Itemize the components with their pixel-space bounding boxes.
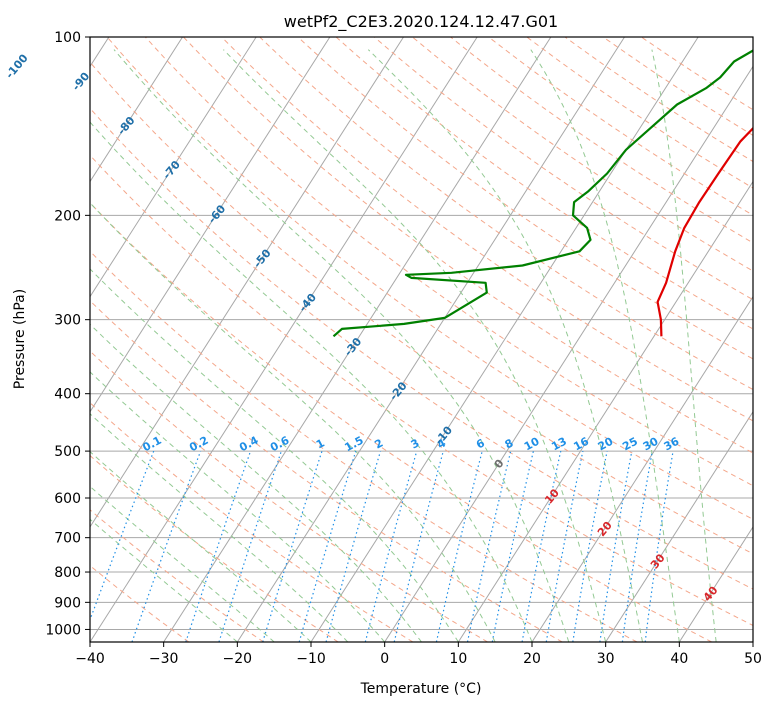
x-tick-label: −20 [223, 651, 253, 667]
mixing-ratio-label: 13 [549, 435, 569, 454]
x-tick-label: −30 [149, 651, 179, 667]
x-tick-label: 20 [523, 651, 541, 667]
y-tick-label: 400 [54, 387, 81, 403]
moist-adiabat-line [368, 50, 642, 642]
moist-adiabat-line [0, 50, 237, 642]
moist-adiabat-line [0, 50, 348, 642]
mixing-ratio-label: 30 [641, 435, 661, 454]
isotherm-line [0, 37, 330, 642]
isotherm-line [90, 37, 477, 642]
mixing-ratio-line [132, 451, 201, 642]
mixing-ratio-label: 2 [372, 436, 385, 451]
dry-adiabat-label: -100 [3, 51, 31, 81]
dry-adiabat-label: -10 [432, 423, 455, 447]
mixing-ratio-line [219, 451, 281, 642]
dry-adiabat-label: -30 [342, 335, 365, 359]
y-tick-label: 1000 [45, 622, 81, 638]
mixing-ratio-line [645, 451, 673, 642]
mixing-ratio-label: 10 [522, 435, 542, 454]
mixing-ratio-line [365, 451, 416, 642]
dry-adiabat-label: 30 [648, 551, 668, 571]
y-tick-label: 900 [54, 595, 81, 611]
x-tick-label: −40 [75, 651, 105, 667]
y-axis-title: Pressure (hPa) [12, 289, 28, 389]
dry-adiabat-line [107, 37, 775, 642]
isotherm-line [311, 37, 698, 642]
y-tick-label: 700 [54, 531, 81, 547]
mixing-ratio-line [573, 451, 607, 642]
x-tick-label: 0 [380, 651, 389, 667]
dry-adiabat-label: -60 [206, 202, 229, 226]
dry-adiabat-label: -70 [160, 158, 183, 182]
y-tick-label: 200 [54, 208, 81, 224]
y-tick-label: 600 [54, 491, 81, 507]
moist-adiabat-line [0, 50, 458, 642]
x-tick-label: 10 [449, 651, 467, 667]
isotherm-line [458, 37, 775, 642]
x-axis-title: Temperature (°C) [360, 681, 482, 697]
moist-adiabat-line [0, 50, 495, 642]
plot-frame [90, 37, 753, 642]
mixing-ratio-label: 1 [314, 436, 327, 451]
isotherm-line [753, 37, 775, 642]
y-tick-label: 100 [54, 30, 81, 46]
dry-adiabat-label: -80 [115, 114, 138, 138]
dry-adiabat-line [374, 37, 775, 642]
dry-adiabat-label: -40 [296, 291, 319, 315]
dry-adiabat-label: 10 [542, 486, 562, 506]
dry-adiabat-line [69, 37, 775, 642]
x-tick-label: 40 [670, 651, 688, 667]
dry-adiabat-line [336, 37, 775, 642]
x-tick-label: 50 [744, 651, 762, 667]
mixing-ratio-label: 6 [474, 436, 487, 451]
mixing-ratio-line [186, 451, 251, 642]
mixing-ratio-line [299, 451, 356, 642]
x-tick-label: 30 [597, 651, 615, 667]
dry-adiabat-line [0, 37, 488, 642]
mixing-ratio-line [546, 451, 583, 642]
mixing-ratio-line [263, 451, 322, 642]
dry-adiabat-line [0, 37, 189, 642]
dry-adiabat-label: 0 [492, 457, 507, 471]
mixing-ratio-line [600, 451, 632, 642]
dry-adiabat-line [565, 37, 775, 642]
y-tick-label: 800 [54, 565, 81, 581]
isotherm-line [679, 37, 775, 642]
dry-adiabat-line [641, 37, 775, 642]
dry-adiabat-line [451, 37, 775, 642]
moist-adiabat-line [223, 50, 605, 642]
dry-adiabat-line [412, 37, 775, 642]
isotherm-line [385, 37, 772, 642]
sounding-line-1 [658, 37, 775, 336]
dry-adiabat-label: 20 [595, 519, 615, 539]
dry-adiabat-label: -20 [387, 379, 410, 403]
dry-adiabat-line [222, 37, 775, 642]
dry-adiabat-line [0, 37, 338, 642]
dry-adiabat-label: -50 [251, 246, 274, 270]
dry-adiabat-line [603, 37, 775, 642]
dry-adiabat-label: 40 [701, 584, 721, 604]
mixing-ratio-line [436, 451, 482, 642]
mixing-ratio-line [394, 451, 443, 642]
chart-title: wetPf2_C2E3.2020.124.12.47.G01 [284, 12, 558, 32]
x-tick-label: −10 [296, 651, 326, 667]
dry-adiabat-line [489, 37, 775, 642]
mixing-ratio-label: 3 [409, 436, 422, 451]
y-tick-label: 300 [54, 313, 81, 329]
mixing-ratio-label: 25 [620, 435, 640, 454]
dry-adiabat-label: -90 [70, 70, 93, 94]
moist-adiabat-line [0, 50, 274, 642]
isotherm-line [606, 37, 775, 642]
y-tick-label: 500 [54, 444, 81, 460]
isotherm-line [532, 37, 775, 642]
mixing-ratio-label: 16 [571, 435, 591, 454]
